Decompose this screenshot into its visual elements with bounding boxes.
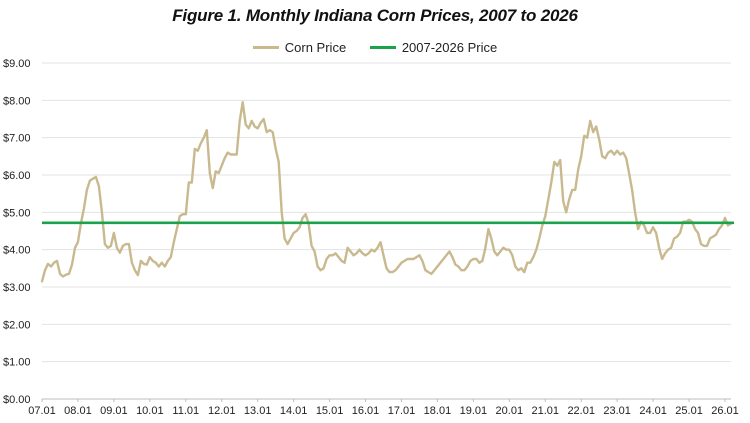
x-tick-label: 15.01 (316, 405, 344, 417)
x-tick-label: 11.01 (172, 405, 199, 417)
legend-label-average-price: 2007-2026 Price (401, 40, 498, 55)
legend-swatch-corn-price (252, 46, 279, 49)
legend-swatch-average-price (369, 46, 396, 49)
x-tick-label: 18.01 (424, 405, 452, 417)
y-tick-label: $0.00 (3, 394, 31, 406)
x-tick-label: 17.01 (388, 405, 416, 417)
y-tick-label: $8.00 (3, 95, 31, 107)
legend: Corn Price 2007-2026 Price (0, 37, 750, 55)
x-tick-label: 24.01 (639, 405, 667, 417)
y-tick-label: $7.00 (3, 133, 31, 145)
legend-label-corn-price: Corn Price (284, 40, 347, 55)
legend-item-average-price: 2007-2026 Price (369, 40, 498, 55)
x-tick-label: 08.01 (64, 405, 92, 417)
y-tick-label: $9.00 (3, 58, 31, 70)
x-tick-label: 22.01 (567, 405, 595, 417)
series-line-corn-price (40, 101, 733, 283)
x-tick-label: 25.01 (675, 405, 703, 417)
x-tick-label: 12.01 (208, 405, 236, 417)
x-tick-label: 13.01 (244, 405, 272, 417)
y-tick-label: $6.00 (3, 170, 31, 182)
x-tick-label: 21.01 (532, 405, 560, 417)
x-tick-label: 10.01 (136, 405, 164, 417)
y-tick-label: $5.00 (3, 207, 31, 219)
chart-title: Figure 1. Monthly Indiana Corn Prices, 2… (172, 6, 578, 25)
x-tick-label: 23.01 (603, 405, 631, 417)
x-tick-label: 19.01 (460, 405, 488, 417)
legend-item-corn-price: Corn Price (252, 40, 347, 55)
x-tick-label: 09.01 (100, 405, 128, 417)
y-tick-label: $1.00 (3, 357, 31, 369)
y-tick-label: $4.00 (3, 245, 31, 257)
x-tick-label: 14.01 (280, 405, 308, 417)
x-tick-label: 20.01 (496, 405, 524, 417)
y-tick-label: $2.00 (3, 319, 31, 331)
x-tick-label: 16.01 (352, 405, 380, 417)
x-tick-label: 26.01 (711, 405, 739, 417)
y-tick-label: $3.00 (3, 282, 31, 294)
x-tick-label: 07.01 (28, 405, 56, 417)
